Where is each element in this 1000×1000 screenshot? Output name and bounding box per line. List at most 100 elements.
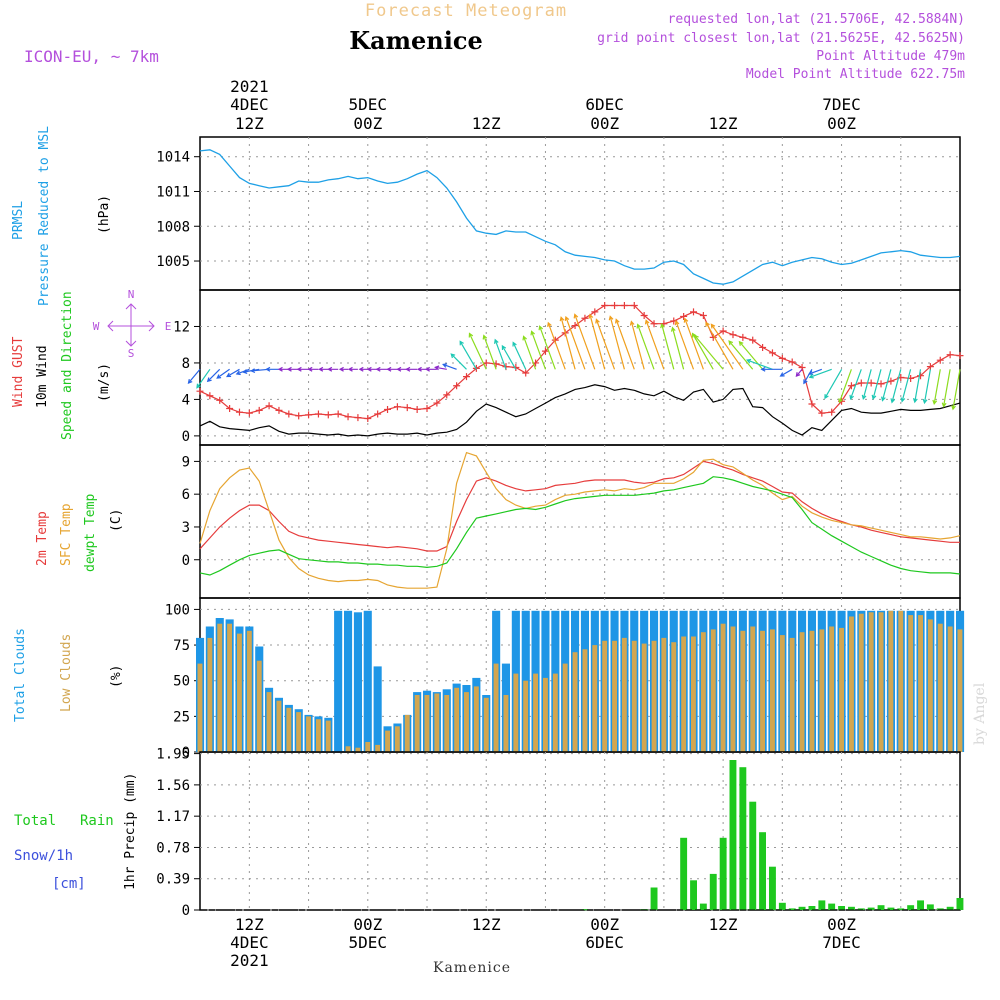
bottom-time-label: 12Z: [235, 915, 264, 934]
compass-arrows: [107, 303, 155, 347]
wind-direction-arrow: [608, 315, 625, 370]
wind-direction-arrow: [900, 369, 912, 403]
precip-ytick-label: 0: [182, 903, 190, 919]
low-cloud-bar: [671, 642, 677, 752]
wind-gust-marker: [601, 302, 609, 309]
wind-gust-marker: [324, 411, 332, 419]
total-label: Total: [14, 813, 56, 829]
wind-direction-arrow: [660, 322, 675, 370]
wind-direction-arrow: [512, 341, 527, 370]
wind-labels: Wind GUST 10m Wind Speed and Direction (…: [11, 288, 171, 440]
wind-gust-marker: [255, 406, 263, 414]
wind-frame: [199, 289, 961, 446]
wind-direction-arrow: [318, 366, 329, 372]
wind-gust-marker: [245, 409, 253, 417]
wind-direction-arrow: [922, 369, 931, 405]
low-cloud-bar: [858, 613, 864, 752]
temp-2m-label: 2m Temp: [35, 511, 50, 566]
wind-gust-marker: [443, 391, 451, 399]
prmsl-ytick-label: 1011: [156, 184, 190, 200]
precip-bar: [581, 909, 589, 911]
wind-gust-marker: [354, 414, 362, 422]
precip-bar: [808, 906, 816, 910]
wind-gust-marker: [926, 363, 934, 371]
precip-bar: [818, 900, 826, 910]
wind-direction-arrow: [636, 323, 655, 370]
wind-speed-dir-label: Speed and Direction: [60, 291, 75, 440]
wind-direction-arrow: [216, 368, 230, 379]
wind-direction-arrow: [710, 323, 744, 370]
precip-ytick-label: 1.56: [156, 778, 190, 794]
wind-gust-marker: [265, 402, 273, 410]
wind-gust-marker: [314, 410, 322, 418]
wind-gust-marker: [699, 312, 707, 320]
top-date-label: 5DEC: [349, 95, 388, 114]
location-title: Kamenice: [349, 26, 483, 55]
low-cloud-bar: [799, 632, 805, 752]
prmsl-ytick-label: 1014: [156, 150, 190, 166]
prmsl-line: [199, 149, 961, 285]
precip-bar: [719, 837, 727, 910]
precip-bar: [709, 873, 717, 910]
wind-direction-arrow: [693, 334, 724, 370]
precip-ytick-label: 1.95: [156, 747, 190, 763]
top-year-label: 2021: [230, 77, 269, 96]
snow-unit-label: [cm]: [52, 876, 86, 892]
precip-labels: Total Rain Snow/1h [cm] 1hr Precip (mm): [14, 773, 138, 892]
point-altitude: Point Altitude 479m: [816, 49, 965, 64]
bottom-date-label: 5DEC: [349, 933, 388, 952]
wind-direction-arrow: [386, 366, 398, 372]
wind-gust-marker: [413, 405, 421, 413]
low-cloud-bar: [424, 695, 430, 752]
precip-bar: [759, 832, 766, 910]
precip-bar: [867, 907, 875, 910]
wind-gust-marker: [285, 410, 293, 418]
wind-gust-label: Wind GUST: [11, 336, 26, 407]
top-time-label: 00Z: [590, 114, 619, 133]
low-cloud-bar: [227, 623, 232, 752]
low-cloud-bar: [937, 623, 943, 752]
top-time-label: 12Z: [472, 114, 501, 133]
low-cloud-bar: [957, 629, 963, 752]
wind-gust-line: [199, 304, 961, 420]
precip-bar: [769, 866, 776, 910]
low-cloud-bar: [898, 610, 904, 752]
wind-direction-arrow: [941, 369, 951, 408]
wind-gust-marker: [344, 413, 352, 421]
wind-gust-marker: [917, 372, 925, 380]
snow-label: Snow/1h: [14, 848, 73, 864]
low-cloud-bar: [582, 649, 588, 752]
wind-gust-marker: [818, 409, 826, 417]
low-cloud-bar: [681, 636, 687, 752]
wind-gust-marker: [295, 412, 303, 420]
wind-gust-marker: [384, 405, 392, 413]
wind-direction-arrow: [482, 334, 497, 370]
wind-gust-marker: [946, 351, 954, 359]
precip-ytick-label: 0.39: [156, 872, 190, 888]
temp-labels: 2m Temp SFC Temp dewpt Temp (C): [35, 494, 124, 572]
low-cloud-bar: [325, 720, 331, 752]
wind-gust-marker: [305, 411, 313, 419]
wind-direction-arrow: [951, 369, 961, 411]
wind-direction-arrow: [615, 318, 635, 370]
wind-direction-arrow: [881, 369, 892, 402]
requested-coords: requested lon,lat (21.5706E, 42.5884N): [668, 12, 965, 27]
wind-direction-arrow: [808, 368, 832, 379]
wind-gust-marker: [423, 405, 431, 413]
wind-gust-marker: [808, 400, 816, 408]
wind-gust-marker: [640, 312, 648, 320]
wind-direction-arrow: [338, 366, 349, 372]
precip-bar: [838, 906, 845, 910]
temp-dewpt-label: dewpt Temp: [83, 494, 98, 572]
precip-bar: [650, 887, 658, 910]
low-cloud-bar: [246, 630, 252, 752]
low-cloud-bar: [296, 712, 302, 752]
low-cloud-bar: [770, 629, 775, 752]
wind-gust-marker: [581, 314, 589, 322]
wind-gust-marker: [374, 410, 382, 418]
low-cloud-bar: [720, 623, 726, 752]
low-cloud-bar: [750, 626, 756, 752]
low-cloud-bar: [572, 652, 578, 752]
wind-direction-arrow: [728, 340, 754, 370]
